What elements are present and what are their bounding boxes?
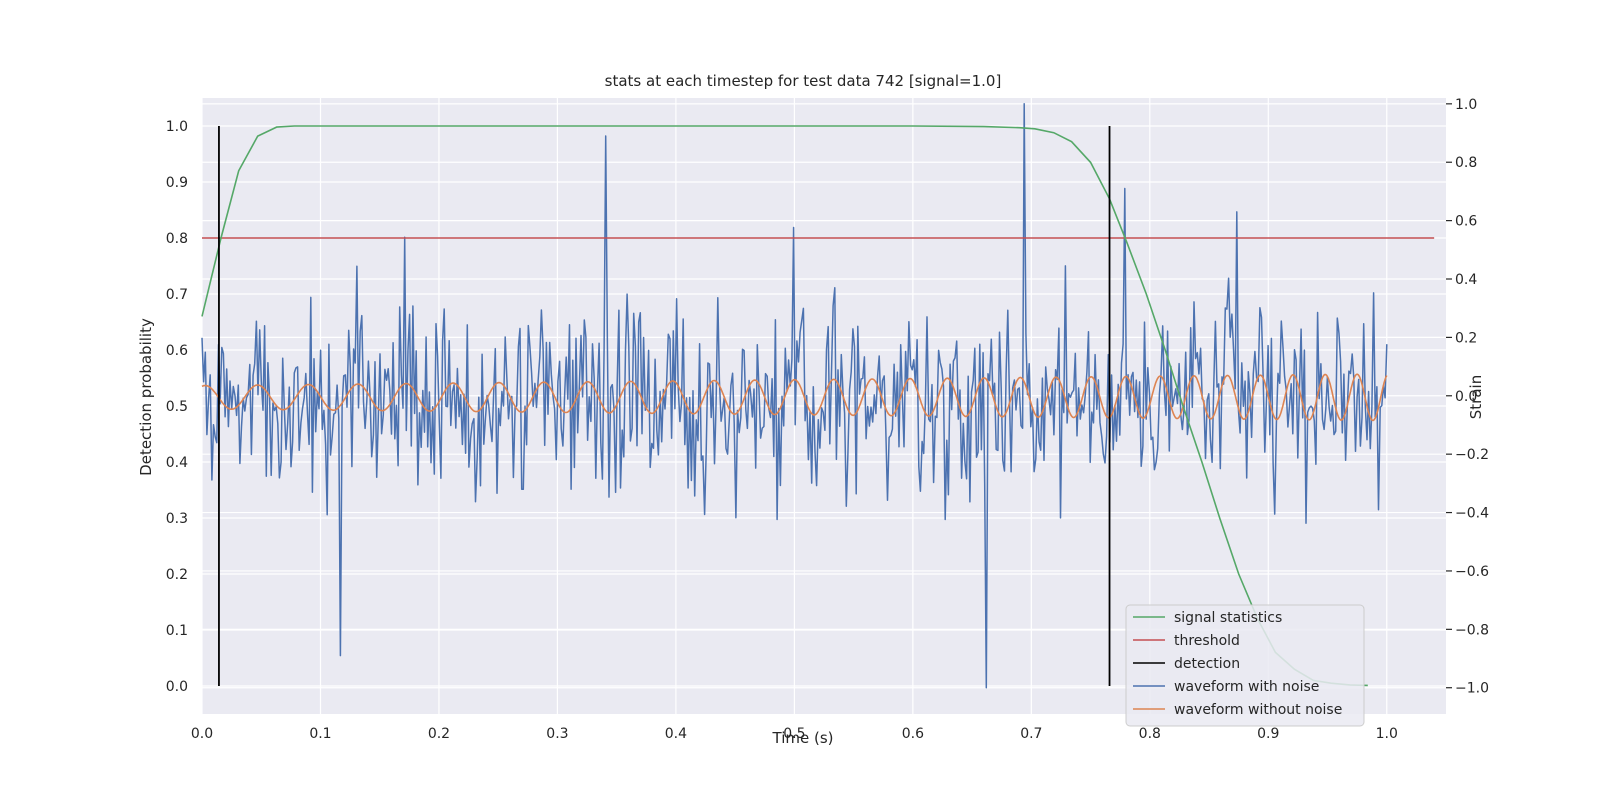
- x-tick-label: 0.3: [546, 726, 568, 742]
- waveform-with-noise-series: [201, 103, 1388, 689]
- legend-label-detection: detection: [1174, 656, 1240, 672]
- x-tick-label: 0.5: [783, 726, 805, 742]
- y2-tick-label: −0.2: [1455, 447, 1489, 463]
- y-tick-label: 0.8: [166, 231, 188, 247]
- y-tick-label: 0.9: [166, 175, 188, 191]
- y2-tick-label: −0.6: [1455, 564, 1489, 580]
- x-axis-ticks: 0.0 0.1 0.2 0.3 0.4 0.5 0.6 0.7 0.8 0.9 1.0: [191, 726, 1398, 742]
- y-tick-label: 0.1: [166, 623, 188, 639]
- y2-tick-label: 0.4: [1455, 272, 1477, 288]
- waveform-without-noise-series: [201, 373, 1388, 422]
- y2-axis-ticks: −1.0 −0.8 −0.6 −0.4 −0.2 0.0 0.2 0.4 0.6 0.8 1.0: [1446, 97, 1489, 697]
- y2-tick-label: 0.0: [1455, 389, 1477, 405]
- x-tick-label: 0.8: [1139, 726, 1161, 742]
- y2-tick-label: 1.0: [1455, 97, 1477, 113]
- y-tick-label: 0.3: [166, 511, 188, 527]
- y2-tick-label: −0.4: [1455, 506, 1489, 522]
- x-tick-label: 1.0: [1376, 726, 1398, 742]
- y2-tick-label: −1.0: [1455, 681, 1489, 697]
- legend-label-waveform-without-noise: waveform without noise: [1174, 702, 1342, 718]
- y-tick-label: 0.6: [166, 343, 188, 359]
- x-tick-label: 0.2: [428, 726, 450, 742]
- legend-frame: [1125, 604, 1365, 727]
- waveform-with-noise-line: [201, 103, 1388, 689]
- y-tick-label: 0.0: [166, 679, 188, 695]
- y2-tick-label: 0.8: [1455, 155, 1477, 171]
- x-tick-label: 0.9: [1257, 726, 1279, 742]
- y-tick-label: 0.2: [166, 567, 188, 583]
- y-tick-label: 0.5: [166, 399, 188, 415]
- x-tick-label: 0.0: [191, 726, 213, 742]
- x-tick-label: 0.7: [1020, 726, 1042, 742]
- legend: signal statistics threshold detection wa…: [1125, 604, 1365, 727]
- detection-series: [218, 126, 1111, 686]
- waveform-without-noise-line: [201, 373, 1388, 422]
- legend-label-signal-statistics: signal statistics: [1174, 610, 1282, 626]
- x-tick-label: 0.6: [902, 726, 924, 742]
- y2-tick-label: 0.2: [1455, 330, 1477, 346]
- y-tick-label: 0.4: [166, 455, 188, 471]
- y-tick-label: 1.0: [166, 119, 188, 135]
- y2-axis-title: Strain: [1467, 375, 1485, 419]
- x-tick-label: 0.4: [665, 726, 687, 742]
- x-tick-label: 0.1: [309, 726, 331, 742]
- y2-tick-label: 0.6: [1455, 214, 1477, 230]
- y2-tick-label: −0.8: [1455, 622, 1489, 638]
- chart-title: stats at each timestep for test data 742…: [605, 72, 1002, 90]
- legend-label-waveform-with-noise: waveform with noise: [1174, 679, 1319, 695]
- y-axis-title: Detection probability: [137, 318, 155, 476]
- x-axis-title: Time (s): [772, 729, 834, 747]
- legend-label-threshold: threshold: [1174, 633, 1240, 649]
- y-axis-ticks: 0.0 0.1 0.2 0.3 0.4 0.5 0.6 0.7 0.8 0.9 1.0: [166, 119, 188, 695]
- y-tick-label: 0.7: [166, 287, 188, 303]
